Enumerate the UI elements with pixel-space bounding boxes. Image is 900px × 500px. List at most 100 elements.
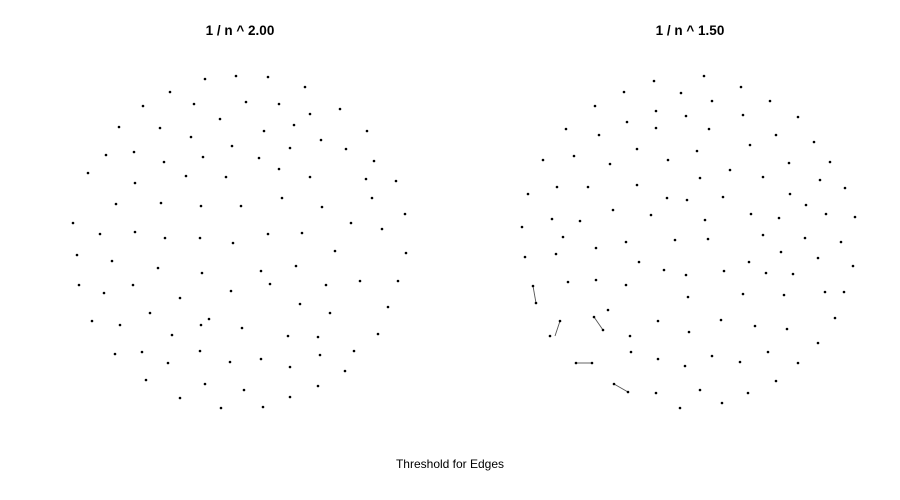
- graph-node: [132, 150, 136, 154]
- graph-node: [764, 271, 768, 275]
- graph-node: [286, 334, 290, 338]
- graph-node: [753, 324, 757, 328]
- graph-node: [594, 278, 598, 282]
- graph-node: [564, 127, 568, 131]
- graph-node: [394, 179, 398, 183]
- edge-layer-right: [532, 285, 629, 393]
- graph-node: [818, 178, 822, 182]
- graph-node: [207, 317, 211, 321]
- graph-node: [376, 332, 380, 336]
- graph-node: [654, 391, 658, 395]
- graph-node: [785, 327, 789, 331]
- graph-node: [606, 308, 610, 312]
- graph-node: [298, 302, 302, 306]
- graph-node: [624, 283, 628, 287]
- graph-node: [746, 391, 750, 395]
- graph-node: [611, 208, 615, 212]
- graph-node: [534, 301, 538, 305]
- graph-node: [788, 192, 792, 196]
- graph-node: [823, 290, 827, 294]
- graph-node: [843, 186, 847, 190]
- graph-node: [578, 219, 582, 223]
- graph-node: [541, 158, 545, 162]
- graph-node: [288, 146, 292, 150]
- graph-node: [684, 114, 688, 118]
- graph-node: [839, 240, 843, 244]
- graph-node: [833, 316, 837, 320]
- graph-node: [203, 77, 207, 81]
- panel-left: 1 / n ^ 2.00: [71, 23, 408, 410]
- graph-node: [358, 279, 362, 283]
- graph-node: [324, 283, 328, 287]
- graph-node: [118, 323, 122, 327]
- graph-node: [365, 129, 369, 133]
- graph-node: [662, 268, 666, 272]
- graph-node: [531, 284, 535, 288]
- graph-node: [90, 319, 94, 323]
- graph-node: [113, 352, 117, 356]
- graph-node: [761, 175, 765, 179]
- graph-node: [133, 230, 137, 234]
- graph-node: [520, 225, 524, 229]
- graph-node: [649, 213, 653, 217]
- graph-node: [386, 305, 390, 309]
- graph-node: [782, 293, 786, 297]
- graph-node: [234, 74, 238, 78]
- graph-node: [816, 256, 820, 260]
- graph-node: [277, 167, 281, 171]
- graph-node: [230, 144, 234, 148]
- graph-node: [344, 147, 348, 151]
- graph-node: [262, 129, 266, 133]
- graph-node: [110, 259, 114, 263]
- graph-node: [804, 203, 808, 207]
- panel-title-left: 1 / n ^ 2.00: [206, 23, 275, 38]
- graph-node: [203, 382, 207, 386]
- graph-node: [812, 140, 816, 144]
- graph-node: [280, 196, 284, 200]
- graph-node: [526, 192, 530, 196]
- graph-node: [787, 161, 791, 165]
- graph-node: [198, 236, 202, 240]
- graph-node: [98, 232, 102, 236]
- graph-node: [566, 280, 570, 284]
- graph-node: [370, 196, 374, 200]
- graph-node: [635, 183, 639, 187]
- graph-node: [144, 378, 148, 382]
- graph-node: [741, 292, 745, 296]
- graph-node: [320, 205, 324, 209]
- graph-node: [654, 109, 658, 113]
- graph-node: [703, 218, 707, 222]
- graph-node: [288, 365, 292, 369]
- graph-edge: [613, 383, 629, 393]
- graph-node: [259, 269, 263, 273]
- graph-node: [828, 160, 832, 164]
- graph-node: [684, 273, 688, 277]
- graph-node: [637, 260, 641, 264]
- graph-node: [319, 138, 323, 142]
- graph-node: [277, 102, 281, 106]
- graph-node: [156, 266, 160, 270]
- graph-node: [168, 90, 172, 94]
- graph-node: [266, 232, 270, 236]
- graph-node: [192, 102, 196, 106]
- graph-node: [851, 264, 855, 268]
- graph-node: [597, 133, 601, 137]
- graph-node: [338, 107, 342, 111]
- graph-node: [768, 99, 772, 103]
- graph-node: [158, 126, 162, 130]
- panel-title-right: 1 / n ^ 1.50: [656, 23, 725, 38]
- graph-node: [698, 176, 702, 180]
- graph-node: [162, 160, 166, 164]
- graph-edge: [593, 316, 604, 331]
- graph-node: [352, 349, 356, 353]
- graph-node: [218, 117, 222, 121]
- graph-node: [141, 104, 145, 108]
- graph-node: [316, 384, 320, 388]
- graph-node: [102, 291, 106, 295]
- graph-node: [686, 295, 690, 299]
- graph-node: [679, 91, 683, 95]
- graph-node: [629, 350, 633, 354]
- graph-node: [548, 334, 552, 338]
- graph-node: [242, 388, 246, 392]
